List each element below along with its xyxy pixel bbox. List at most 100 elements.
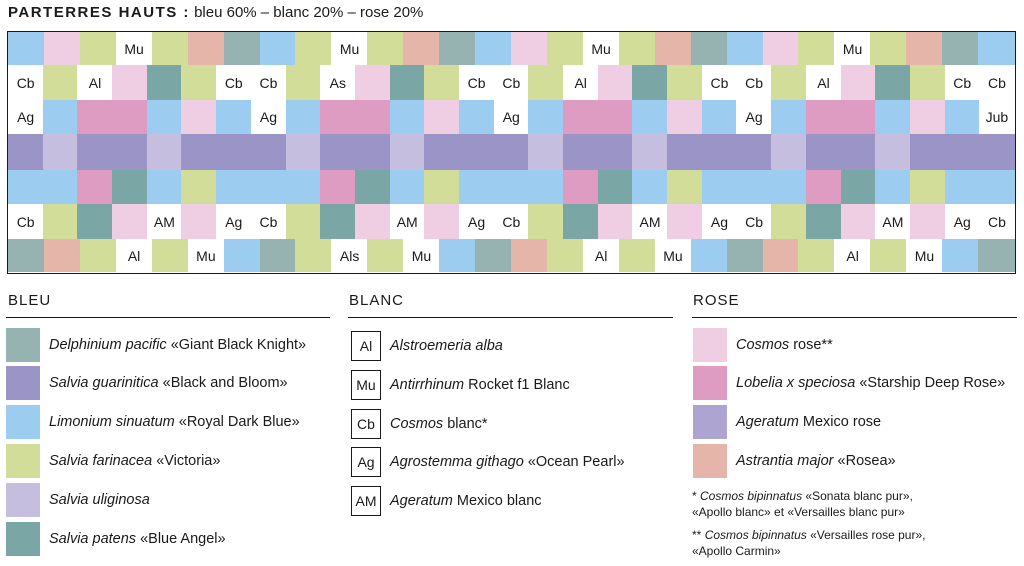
grid-cell (151, 239, 189, 272)
grid-cell (43, 239, 81, 272)
grid-cell (771, 65, 807, 100)
legend-species: Astrantia major (736, 453, 834, 469)
legend-species: Salvia uliginosa (49, 492, 150, 508)
legend-label: Salvia farinacea «Victoria» (49, 453, 220, 469)
grid-cell (77, 134, 113, 170)
grid-cell (805, 170, 842, 204)
grid-cell (726, 32, 764, 65)
grid-cell (909, 134, 946, 170)
grid-cell (942, 32, 979, 65)
grid-cell (840, 65, 876, 100)
legend-species: Agrostemma githago (390, 454, 524, 470)
grid-cell-labeled: Cb (8, 65, 44, 100)
grid-cell (250, 134, 287, 170)
grid-cell-labeled: Ag (8, 100, 44, 134)
grid-cell (77, 100, 113, 134)
legend-item: Ageratum Mexico rose (693, 405, 881, 439)
grid-cell (944, 134, 980, 170)
grid-cell (112, 100, 148, 134)
grid-cell-labeled: Cb (736, 65, 772, 100)
grid-cell (458, 100, 495, 134)
grid-cell (475, 32, 512, 65)
legend-species: Lobelia x speciosa (736, 375, 856, 391)
page-title: PARTERRES HAUTS : bleu 60% – blanc 20% –… (8, 4, 423, 21)
grid-cell (563, 100, 599, 134)
grid-cell (840, 170, 876, 204)
grid-cell (320, 204, 356, 239)
legend-item: Lobelia x speciosa «Starship Deep Rose» (693, 366, 1005, 400)
grid-cell (546, 32, 584, 65)
grid-cell (42, 170, 78, 204)
grid-cell (181, 100, 217, 134)
grid-cell (181, 170, 217, 204)
grid-cell (223, 239, 261, 272)
grid-cell (181, 204, 217, 239)
legend-label: Astrantia major «Rosea» (736, 453, 896, 469)
grid-cell-labeled: Ag (736, 100, 772, 134)
grid-cell (439, 239, 476, 272)
grid-cell (701, 100, 738, 134)
grid-cell (563, 134, 599, 170)
grid-cell-labeled: Mu (115, 32, 153, 65)
grid-cell-labeled: Cb (8, 204, 44, 239)
grid-cell (458, 170, 495, 204)
grid-cell (493, 170, 529, 204)
grid-cell-labeled: Ag (701, 204, 738, 239)
grid-cell-labeled: Ag (458, 204, 495, 239)
grid-cell-labeled: AM (632, 204, 668, 239)
grid-cell (563, 204, 599, 239)
grid-cell (389, 134, 425, 170)
grid-cell-labeled: Al (77, 65, 113, 100)
grid-cell (475, 239, 512, 272)
grid-cell (8, 134, 44, 170)
grid-cell (528, 204, 564, 239)
grid-cell (79, 239, 117, 272)
grid-cell (805, 134, 842, 170)
grid-cell (528, 134, 564, 170)
grid-cell (216, 134, 252, 170)
grid-cell-labeled: Al (115, 239, 153, 272)
grid-cell (295, 32, 332, 65)
legend-species: Salvia farinacea (49, 453, 153, 469)
grid-cell (618, 239, 656, 272)
grid-cell-labeled: Mu (582, 32, 620, 65)
grid-cell (8, 32, 45, 65)
grid-cell (736, 170, 772, 204)
grid-cell (546, 239, 584, 272)
legend-label: Limonium sinuatum «Royal Dark Blue» (49, 414, 300, 430)
code-box: Al (351, 331, 381, 361)
grid-cell (511, 239, 548, 272)
grid-cell-labeled: Cb (979, 65, 1015, 100)
grid-cell (870, 32, 907, 65)
grid-cell (762, 239, 800, 272)
grid-cell (354, 65, 391, 100)
grid-cell (151, 32, 189, 65)
legend-cultivar: Mexico blanc (452, 493, 542, 509)
grid-cell (367, 32, 404, 65)
grid-cell (528, 100, 564, 134)
legend-cultivar: Mexico rose (798, 414, 882, 430)
grid-cell-labeled: AM (389, 204, 425, 239)
footnote-mark: ** (692, 528, 705, 542)
grid-cell-labeled: AM (875, 204, 911, 239)
grid-cell (771, 134, 807, 170)
divider-blanc (348, 317, 673, 318)
code-box: Mu (351, 370, 381, 400)
grid-cell (181, 65, 217, 100)
grid-cell (511, 32, 548, 65)
footnote-line: «Apollo blanc» et «Versailles blanc pur» (692, 505, 905, 519)
legend-label: Agrostemma githago «Ocean Pearl» (390, 454, 625, 470)
title-bold: PARTERRES HAUTS : (8, 4, 190, 21)
grid-cell (285, 65, 321, 100)
grid-cell (250, 170, 287, 204)
grid-cell-labeled: Cb (250, 204, 287, 239)
grid-cell (77, 170, 113, 204)
legend-species: Salvia guarinitica (49, 375, 159, 391)
color-swatch (6, 328, 40, 362)
divider-bleu (6, 317, 330, 318)
grid-cell (424, 100, 460, 134)
grid-cell (216, 100, 252, 134)
grid-cell (701, 134, 738, 170)
color-swatch (6, 483, 40, 517)
grid-cell-labeled: Cb (250, 65, 287, 100)
